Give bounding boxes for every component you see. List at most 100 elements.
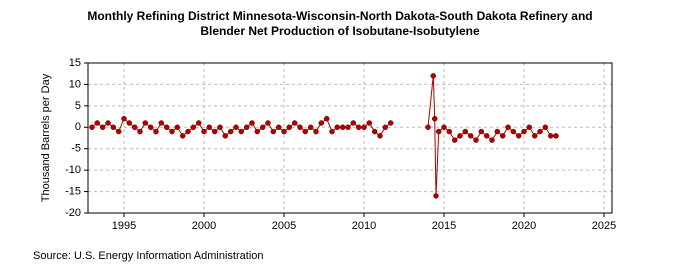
y-tick-label: 15 xyxy=(69,57,81,69)
y-tick-label: 5 xyxy=(75,100,81,112)
data-point xyxy=(441,124,447,131)
data-point xyxy=(131,124,138,131)
data-point xyxy=(297,124,303,131)
data-point xyxy=(494,128,501,135)
data-point xyxy=(430,73,437,79)
data-point xyxy=(473,137,479,143)
data-point xyxy=(211,128,218,135)
data-point xyxy=(259,124,266,131)
data-point xyxy=(457,133,463,139)
data-point xyxy=(238,128,245,135)
source: Source: U.S. Energy Information Administ… xyxy=(33,250,264,262)
data-point xyxy=(489,137,495,143)
data-point xyxy=(371,128,378,135)
data-point xyxy=(387,120,394,126)
data-point xyxy=(467,133,474,139)
data-point xyxy=(329,128,335,135)
data-point xyxy=(99,124,106,131)
data-point xyxy=(233,124,239,131)
data-point xyxy=(345,124,351,131)
data-point xyxy=(526,124,533,131)
plot-frame xyxy=(87,62,613,214)
data-point xyxy=(281,128,287,135)
data-point xyxy=(105,120,111,126)
chart-title: Monthly Refining District Minnesota-Wisc… xyxy=(87,9,592,38)
x-tick-label: 2020 xyxy=(512,220,536,232)
data-point xyxy=(110,124,117,131)
data-point xyxy=(499,133,506,139)
data-point xyxy=(350,120,357,126)
data-point xyxy=(505,124,511,131)
data-point xyxy=(531,133,538,139)
data-point xyxy=(201,128,207,135)
data-point xyxy=(185,128,191,135)
data-point xyxy=(339,124,346,131)
y-tick-label: -15 xyxy=(65,185,81,197)
data-point xyxy=(446,128,453,135)
data-point xyxy=(537,128,543,135)
data-point xyxy=(94,120,101,126)
data-point xyxy=(89,124,95,131)
data-point xyxy=(302,128,309,135)
data-point xyxy=(249,120,255,126)
data-point xyxy=(137,128,143,135)
data-point xyxy=(179,133,186,139)
data-point xyxy=(521,128,527,135)
data-point xyxy=(206,124,213,131)
data-point xyxy=(147,124,154,131)
data-point xyxy=(483,133,490,139)
data-point xyxy=(361,124,367,131)
data-point xyxy=(318,120,325,126)
data-point xyxy=(377,133,383,139)
data-point xyxy=(425,124,431,131)
data-point xyxy=(510,128,517,135)
data-point xyxy=(243,124,250,131)
data-point xyxy=(462,128,469,135)
y-tick-label: -10 xyxy=(65,164,81,176)
data-point xyxy=(553,133,559,139)
data-point xyxy=(334,124,341,131)
y-tick-label: -5 xyxy=(71,143,81,155)
data-point xyxy=(265,120,271,126)
data-point xyxy=(451,137,458,143)
y-tick-label: -20 xyxy=(65,207,81,219)
data-point xyxy=(435,128,442,135)
data-point xyxy=(542,124,549,131)
data-point xyxy=(275,124,282,131)
data-point xyxy=(115,128,122,135)
data-point xyxy=(142,120,149,126)
data-point xyxy=(126,120,133,126)
data-point xyxy=(254,128,261,135)
data-point xyxy=(286,124,293,131)
data-point xyxy=(291,120,298,126)
x-tick-label: 2010 xyxy=(352,220,376,232)
data-point xyxy=(307,124,314,131)
x-tick-label: 1995 xyxy=(112,220,136,232)
data-point xyxy=(433,193,439,199)
data-point xyxy=(323,115,330,122)
data-point xyxy=(431,115,438,122)
data-point xyxy=(478,128,485,135)
data-point xyxy=(366,120,373,126)
x-tick-label: 2000 xyxy=(192,220,216,232)
data-point xyxy=(547,133,554,139)
data-point xyxy=(169,128,175,135)
data-point xyxy=(270,128,277,135)
data-point xyxy=(217,124,223,131)
data-point xyxy=(195,120,202,126)
y-tick-label: 10 xyxy=(69,78,81,90)
data-point xyxy=(313,128,319,135)
data-point xyxy=(174,124,181,131)
data-point xyxy=(163,124,170,131)
data-point xyxy=(158,120,165,126)
y-tick-label: 0 xyxy=(75,121,81,133)
data-point xyxy=(222,133,229,139)
x-tick-label: 2025 xyxy=(592,220,616,232)
data-point xyxy=(190,124,197,131)
data-point xyxy=(121,115,127,122)
x-tick-label: 2015 xyxy=(432,220,456,232)
data-point xyxy=(355,124,362,131)
data-point xyxy=(227,128,234,135)
data-point xyxy=(515,133,522,139)
